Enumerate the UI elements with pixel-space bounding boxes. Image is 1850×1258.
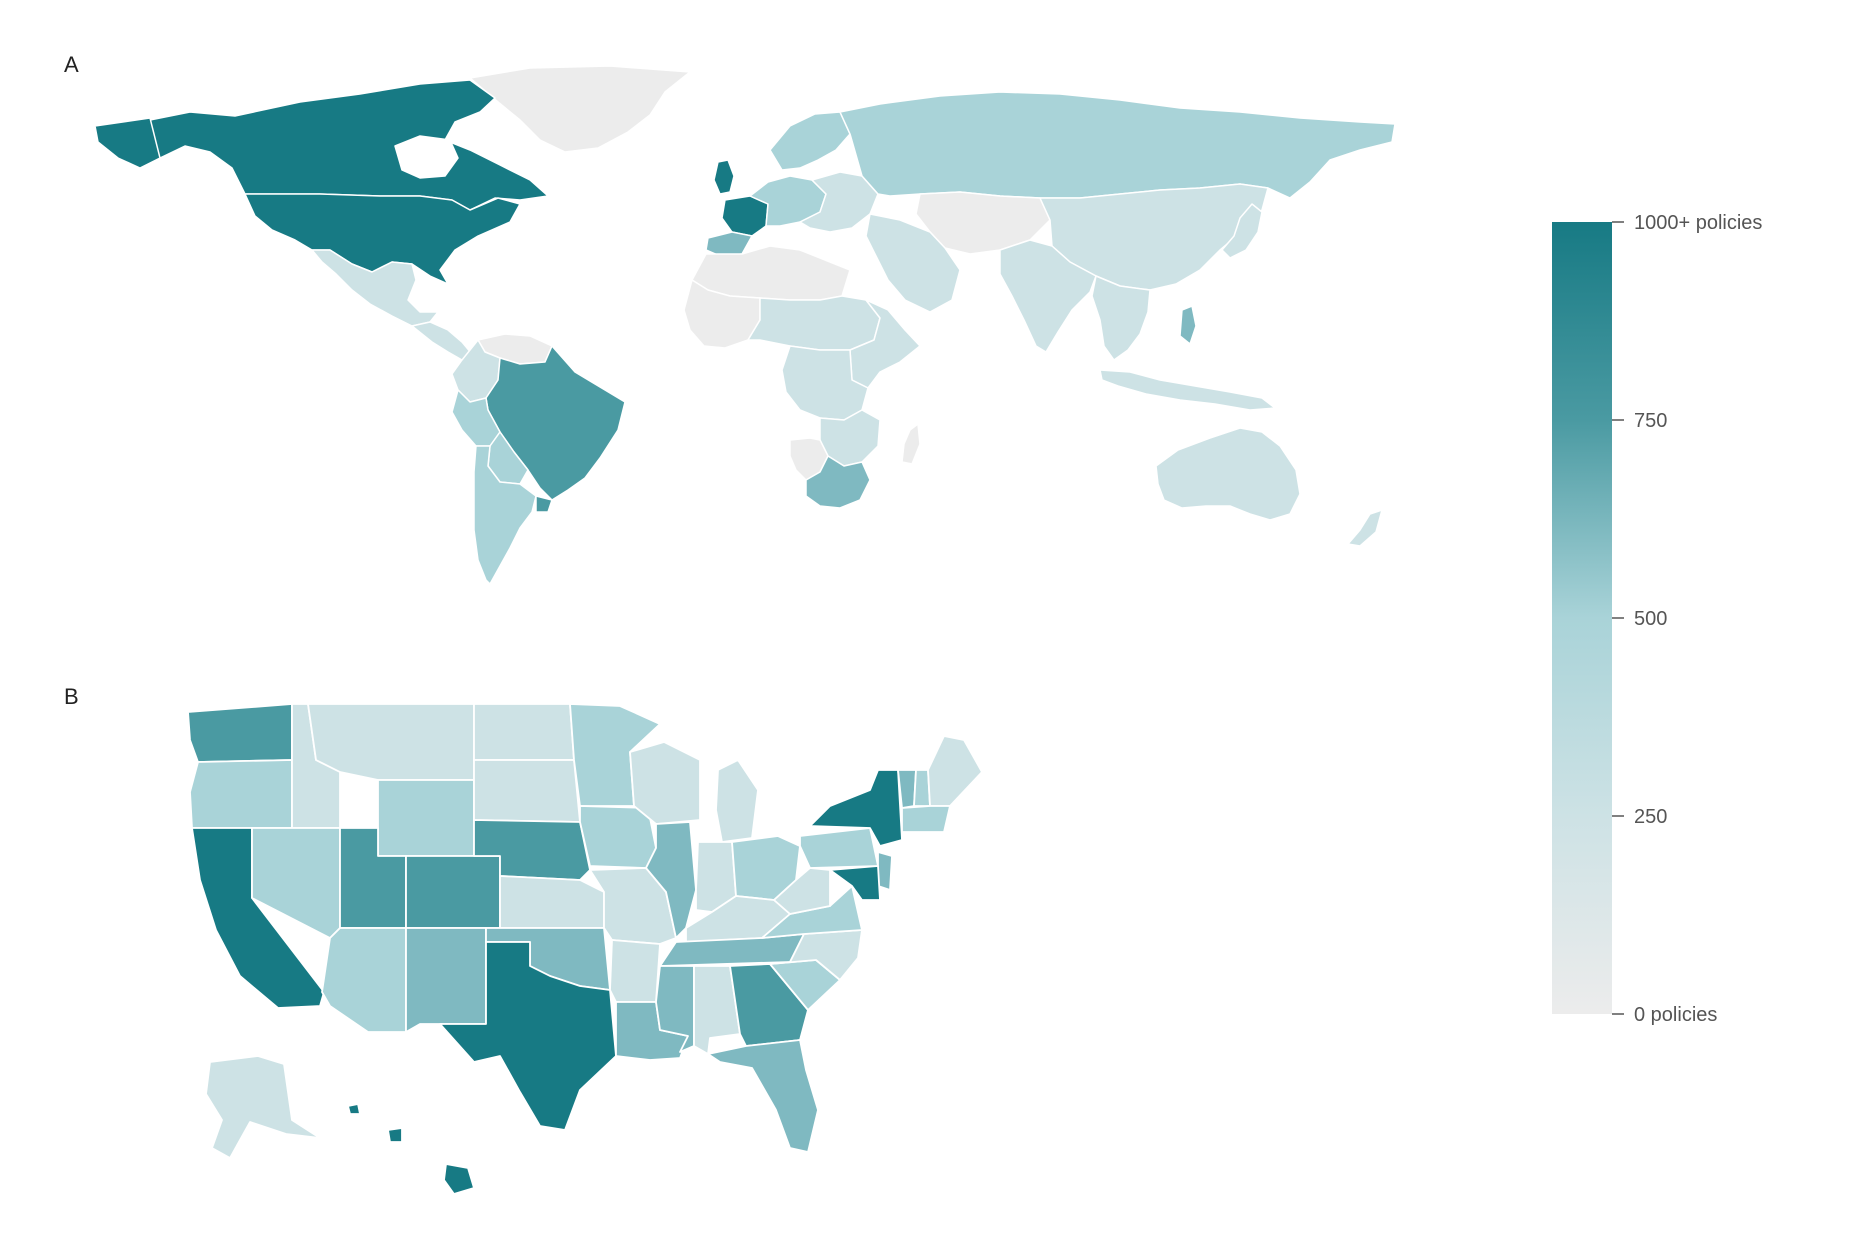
region-middle-east[interactable]: [865, 213, 961, 313]
state-NM[interactable]: [405, 927, 487, 1033]
state-KS[interactable]: [499, 875, 605, 929]
region-philippines[interactable]: [1179, 305, 1197, 345]
region-eastern-europe[interactable]: [799, 171, 879, 233]
state-MT[interactable]: [307, 703, 475, 781]
state-IL[interactable]: [645, 821, 697, 939]
region-sahel[interactable]: [747, 295, 881, 351]
state-FL[interactable]: [707, 1039, 819, 1153]
state-AZ[interactable]: [321, 927, 407, 1033]
state-MD[interactable]: [829, 865, 881, 901]
region-madagascar[interactable]: [901, 423, 921, 465]
legend-tick-label: 1000+ policies: [1634, 212, 1762, 234]
legend-tick-label: 250: [1634, 806, 1667, 828]
state-NJ[interactable]: [877, 851, 893, 891]
us-states-map: [187, 703, 983, 1195]
state-ME[interactable]: [927, 735, 983, 807]
state-OR[interactable]: [189, 759, 293, 829]
region-central-america[interactable]: [411, 321, 473, 361]
region-southeast-asia[interactable]: [1091, 275, 1151, 361]
region-russia[interactable]: [839, 91, 1396, 199]
world-map: [94, 65, 1396, 585]
state-VT[interactable]: [897, 769, 917, 809]
legend-tick-label: 500: [1634, 608, 1667, 630]
region-japan[interactable]: [1221, 203, 1263, 259]
state-ND[interactable]: [473, 703, 575, 761]
legend-tick-label: 750: [1634, 410, 1667, 432]
state-WI[interactable]: [629, 741, 701, 825]
state-WY[interactable]: [377, 779, 475, 857]
region-alaska-world[interactable]: [94, 117, 161, 169]
state-CO[interactable]: [405, 855, 501, 929]
panel-b-label: B: [64, 684, 79, 709]
region-scandinavia[interactable]: [769, 111, 851, 171]
state-TX[interactable]: [439, 941, 617, 1131]
region-india[interactable]: [999, 239, 1097, 353]
region-uk[interactable]: [713, 159, 735, 195]
panel-a-label: A: [64, 52, 79, 77]
state-PA[interactable]: [799, 827, 879, 869]
state-HI[interactable]: [347, 1103, 475, 1195]
region-mexico[interactable]: [311, 249, 439, 327]
region-south-africa[interactable]: [805, 455, 871, 509]
region-hudson-bay: [394, 135, 459, 179]
region-canada[interactable]: [147, 79, 549, 211]
state-SD[interactable]: [473, 759, 581, 823]
state-MI[interactable]: [715, 759, 759, 843]
region-greenland[interactable]: [469, 65, 691, 153]
region-usa[interactable]: [244, 193, 521, 285]
region-new-zealand[interactable]: [1347, 509, 1383, 547]
region-australia[interactable]: [1155, 427, 1301, 521]
region-argentina[interactable]: [473, 445, 537, 585]
region-uruguay[interactable]: [535, 495, 553, 513]
legend-tick-label: 0 policies: [1634, 1004, 1717, 1026]
legend-gradient-bar: [1552, 222, 1612, 1014]
state-WA[interactable]: [187, 703, 293, 763]
state-AR[interactable]: [609, 939, 661, 1003]
region-france[interactable]: [721, 195, 769, 237]
state-TN[interactable]: [659, 933, 805, 967]
state-AK[interactable]: [205, 1055, 321, 1159]
state-MA[interactable]: [901, 805, 951, 833]
region-east-africa[interactable]: [849, 299, 921, 389]
region-indonesia[interactable]: [1099, 369, 1276, 411]
color-legend: 1000+ policies 750 500 250 0 policies: [1552, 212, 1762, 1026]
